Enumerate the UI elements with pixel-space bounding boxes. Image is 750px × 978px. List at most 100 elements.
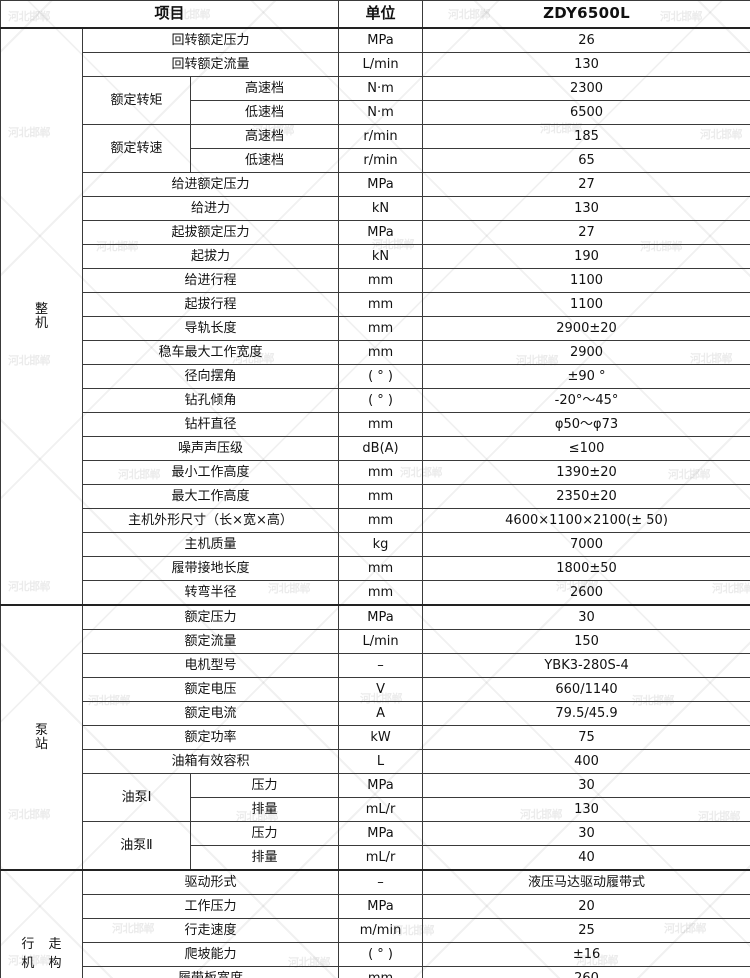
item-label: 压力	[189, 821, 340, 846]
table-row: 起拔力 kN 190	[1, 244, 750, 269]
unit-cell: ( ° )	[338, 388, 424, 413]
item-label: 额定压力	[81, 604, 340, 630]
unit-cell: mm	[338, 340, 424, 365]
unit-cell: mm	[338, 460, 424, 485]
unit-cell: m/min	[338, 918, 424, 943]
unit-cell: kg	[338, 532, 424, 557]
table-row: 油泵Ⅱ 压力 MPa 30	[1, 821, 750, 871]
unit-cell: mL/r	[338, 845, 424, 871]
unit-cell: mm	[338, 580, 424, 606]
item-label: 排量	[189, 845, 340, 871]
table-row: 径向摆角( ° ) ±90 °	[1, 364, 750, 389]
group-label-pump-station: 泵站	[0, 604, 83, 871]
unit-cell: mm	[338, 268, 424, 293]
table-row: 额定转速 高速档 r/min 185	[1, 124, 750, 173]
value-cell: 2900	[422, 340, 750, 365]
unit-cell: r/min	[338, 148, 424, 173]
item-label: 行走速度	[81, 918, 340, 943]
item-label: 电机型号	[81, 653, 340, 678]
unit-cell: mm	[338, 966, 424, 978]
table-row: 主机质量 kg 7000	[1, 532, 750, 557]
item-label: 履带接地长度	[81, 556, 340, 581]
item-label: 额定功率	[81, 725, 340, 750]
table-row: 主机外形尺寸（长×宽×高） mm 4600×1100×2100(± 50)	[1, 508, 750, 533]
table-row: 额定功率 kW 75	[1, 725, 750, 750]
table-row: 低速档 r/min 65	[1, 148, 750, 173]
unit-cell: kN	[338, 244, 424, 269]
item-label: 压力	[189, 773, 340, 798]
unit-cell: MPa	[338, 220, 424, 245]
value-cell: φ50～φ73	[422, 412, 750, 437]
unit-cell: mm	[338, 292, 424, 317]
header-unit: 单位	[338, 0, 424, 29]
value-cell: YBK3-280S-4	[422, 653, 750, 678]
value-cell: 30	[422, 773, 750, 798]
item-label: 噪声声压级	[81, 436, 340, 461]
value-cell: 4600×1100×2100(± 50)	[422, 508, 750, 533]
unit-cell: MPa	[338, 27, 424, 53]
item-label: 高速档	[189, 76, 340, 101]
table-row: 回转额定流量 L/min 130	[1, 52, 750, 77]
value-cell: 6500	[422, 100, 750, 125]
table-row: 履带接地长度 mm 1800±50	[1, 556, 750, 581]
table-row: 泵站额定压力 MPa 30	[0, 604, 750, 871]
table-row: 油泵Ⅰ 压力 MPa 30	[1, 773, 750, 822]
table-row: 电机型号 – YBK3-280S-4	[1, 653, 750, 678]
table-row: 行 走机 构驱动形式 – 液压马达驱动履带式	[0, 869, 750, 978]
unit-cell: kN	[338, 196, 424, 221]
item-label: 给进额定压力	[81, 172, 340, 197]
table-body: 整机回转额定压力 MPa 26 回转额定流量 L/min 130 额定转矩 高速档 N·m 230…	[0, 27, 750, 978]
unit-cell: A	[338, 701, 424, 726]
value-cell: 27	[422, 172, 750, 197]
value-cell: 185	[422, 124, 750, 149]
value-cell: 130	[422, 52, 750, 77]
table-row: 钻孔倾角( ° ) -20°～45°	[1, 388, 750, 413]
value-cell: ±90 °	[422, 364, 750, 389]
value-cell: 30	[422, 604, 750, 630]
table-row: 起拔额定压力 MPa 27	[1, 220, 750, 245]
unit-cell: N·m	[338, 76, 424, 101]
table-row: 最小工作高度 mm 1390±20	[1, 460, 750, 485]
unit-cell: –	[338, 869, 424, 895]
unit-cell: kW	[338, 725, 424, 750]
item-label: 回转额定流量	[81, 52, 340, 77]
value-cell: ≤100	[422, 436, 750, 461]
table-row: 钻杆直径 mm φ50～φ73	[1, 412, 750, 437]
unit-cell: ( ° )	[338, 364, 424, 389]
table-row: 排量 mL/r 40	[1, 845, 750, 871]
value-cell: 27	[422, 220, 750, 245]
value-cell: 190	[422, 244, 750, 269]
unit-cell: MPa	[338, 821, 424, 846]
table-row: 工作压力 MPa 20	[1, 894, 750, 919]
item-label: 稳车最大工作宽度	[81, 340, 340, 365]
value-cell: 液压马达驱动履带式	[422, 869, 750, 895]
unit-cell: N·m	[338, 100, 424, 125]
table-row: 给进力 kN 130	[1, 196, 750, 221]
unit-cell: –	[338, 653, 424, 678]
table-row: 低速档 N·m 6500	[1, 100, 750, 125]
item-label: 履带板宽度	[81, 966, 340, 978]
table-row: 导轨长度 mm 2900±20	[1, 316, 750, 341]
item-label: 转弯半径	[81, 580, 340, 606]
unit-cell: MPa	[338, 773, 424, 798]
group-label-whole-machine: 整机	[0, 27, 83, 606]
table-row: 稳车最大工作宽度 mm 2900	[1, 340, 750, 365]
item-label: 主机外形尺寸（长×宽×高）	[81, 508, 340, 533]
unit-cell: L/min	[338, 629, 424, 654]
item-label: 给进行程	[81, 268, 340, 293]
unit-cell: V	[338, 677, 424, 702]
unit-cell: MPa	[338, 604, 424, 630]
value-cell: 2900±20	[422, 316, 750, 341]
value-cell: 1100	[422, 268, 750, 293]
table-row: 噪声声压级 dB(A) ≤100	[1, 436, 750, 461]
sub-group-label: 油泵Ⅱ	[82, 821, 191, 871]
table-row: 转弯半径 mm 2600	[1, 580, 750, 606]
table-row: 额定电流 A 79.5/45.9	[1, 701, 750, 726]
table-row: 给进额定压力 MPa 27	[1, 172, 750, 197]
table-row: 额定流量 L/min 150	[1, 629, 750, 654]
unit-cell: MPa	[338, 894, 424, 919]
table-row: 油箱有效容积 L 400	[1, 749, 750, 774]
item-label: 钻孔倾角	[81, 388, 340, 413]
